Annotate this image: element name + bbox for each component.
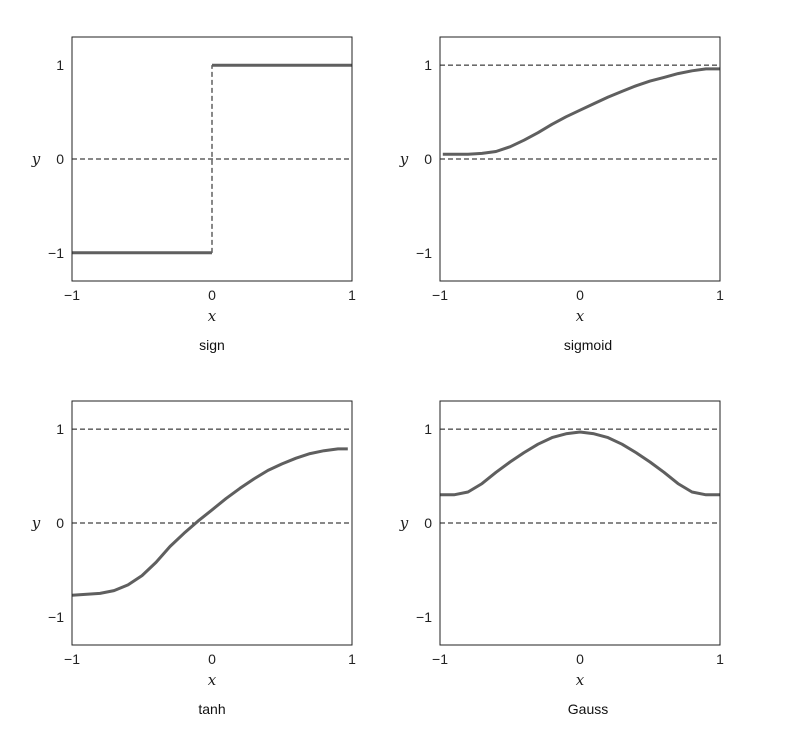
tanh-plot-frame (71, 400, 353, 646)
sigmoid-y-tick-label: 0 (424, 151, 432, 167)
gauss-x-tick-label: 1 (716, 651, 724, 667)
sigmoid-y-tick-label: 1 (424, 57, 432, 73)
tanh-y-tick-label: −1 (48, 609, 64, 625)
sigmoid-x-tick-label: 1 (716, 287, 724, 303)
gauss-x-tick-label: 0 (576, 651, 584, 667)
tanh-x-tick-label: −1 (64, 651, 80, 667)
sigmoid-y-axis-label: y (399, 150, 409, 168)
gauss-panel: −1 0 1 1 0 −1 x y Gauss (399, 400, 724, 717)
sign-y-axis-label: y (31, 150, 41, 168)
tanh-x-tick-label: 0 (208, 651, 216, 667)
tanh-y-axis-label: y (31, 514, 41, 532)
sign-x-axis-label: x (208, 307, 217, 325)
gauss-x-tick-label: −1 (432, 651, 448, 667)
tanh-y-tick-label: 0 (56, 515, 64, 531)
sigmoid-curve-0 (442, 67, 720, 156)
sigmoid-y-tick-label: −1 (416, 245, 432, 261)
sign-panel: −1 0 1 1 0 −1 x y sign (31, 36, 356, 353)
gauss-plot-frame (439, 400, 721, 646)
sign-y-tick-label: 1 (56, 57, 64, 73)
sigmoid-plot-frame (439, 36, 721, 282)
tanh-x-axis-label: x (208, 671, 217, 689)
sigmoid-x-tick-label: 0 (576, 287, 584, 303)
sign-x-tick-label: 1 (348, 287, 356, 303)
sigmoid-caption: sigmoid (564, 337, 612, 353)
gauss-y-tick-label: 0 (424, 515, 432, 531)
sigmoid-panel: −1 0 1 1 0 −1 x y sigmoid (399, 36, 724, 353)
gauss-y-axis-label: y (399, 514, 409, 532)
sigmoid-x-axis-label: x (576, 307, 585, 325)
gauss-caption: Gauss (568, 701, 608, 717)
gauss-curve-0 (440, 430, 720, 497)
sign-caption: sign (199, 337, 225, 353)
tanh-y-tick-label: 1 (56, 421, 64, 437)
sign-y-tick-label: −1 (48, 245, 64, 261)
gauss-y-tick-label: −1 (416, 609, 432, 625)
tanh-x-tick-label: 1 (348, 651, 356, 667)
sign-x-tick-label: −1 (64, 287, 80, 303)
gauss-y-tick-label: 1 (424, 421, 432, 437)
gauss-x-axis-label: x (576, 671, 585, 689)
sign-y-tick-label: 0 (56, 151, 64, 167)
tanh-caption: tanh (198, 701, 225, 717)
tanh-panel: −1 0 1 1 0 −1 x y tanh (31, 400, 356, 717)
tanh-curve-0 (71, 447, 348, 597)
sigmoid-x-tick-label: −1 (432, 287, 448, 303)
sign-plot-frame (71, 36, 353, 282)
sign-x-tick-label: 0 (208, 287, 216, 303)
